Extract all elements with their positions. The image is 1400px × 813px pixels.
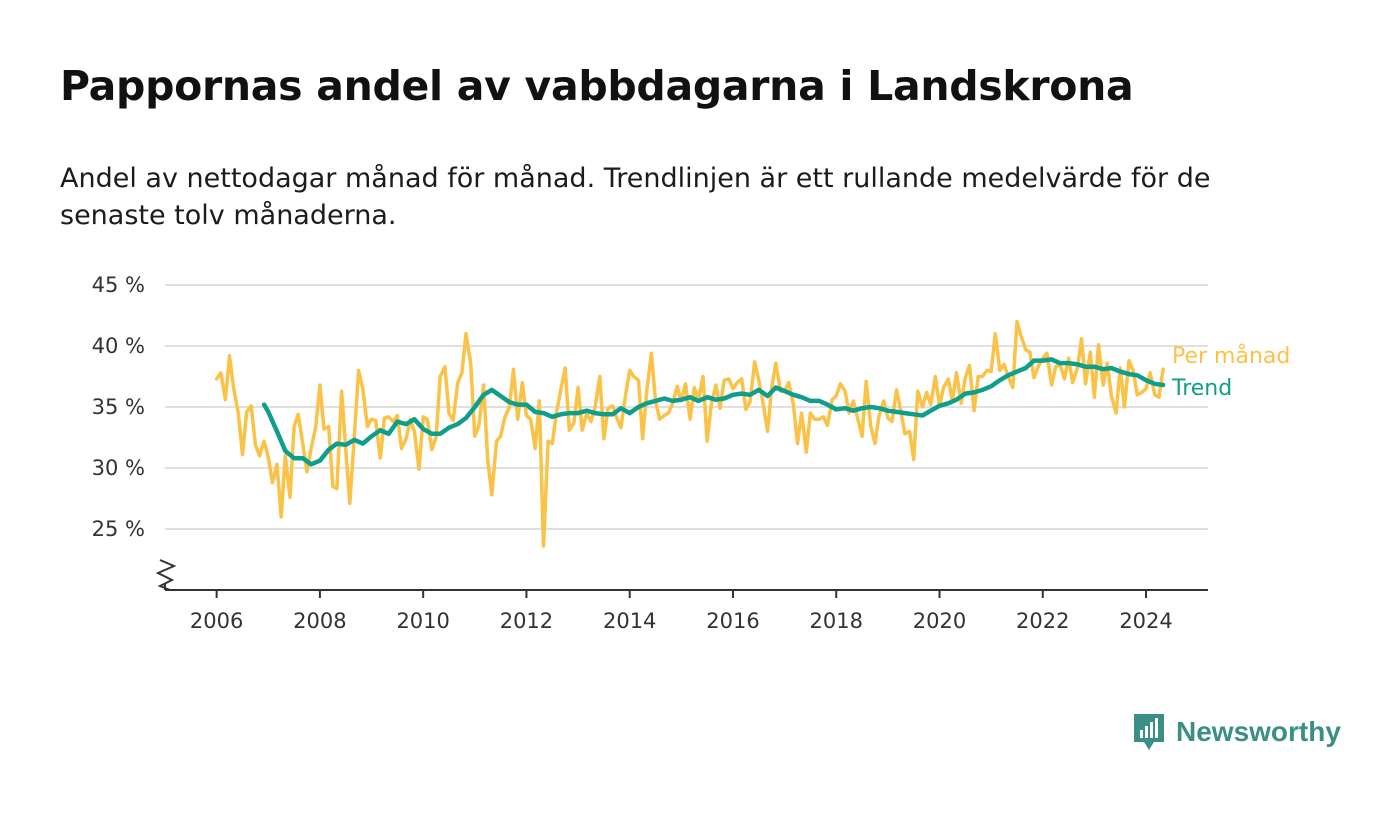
chart-title: Pappornas andel av vabbdagarna i Landskr…	[60, 62, 1134, 110]
line-chart: 25 % 30 % 35 % 40 % 45 % 2006 2008 2010 2012 201…	[92, 273, 1291, 633]
x-axis	[155, 559, 1208, 591]
x-tick-label: 2010	[396, 609, 449, 633]
series-line-trend	[261, 357, 1166, 467]
y-tick-label: 30 %	[92, 456, 145, 480]
x-tick-label: 2012	[500, 609, 553, 633]
series-label-per-manad: Per månad	[1172, 343, 1290, 369]
x-tick-label: 2024	[1119, 609, 1172, 633]
newsworthy-logo: Newsworthy	[1132, 712, 1341, 752]
x-tick-label: 2020	[913, 609, 966, 633]
chart-subtitle: Andel av nettodagar månad för månad. Tre…	[60, 163, 1211, 231]
series-lines	[214, 319, 1166, 548]
y-axis-ticks: 25 % 30 % 35 % 40 % 45 %	[92, 273, 145, 541]
x-tick-label: 2016	[706, 609, 759, 633]
series-end-labels: Per månad Trend	[1171, 343, 1290, 401]
x-tick-label: 2022	[1016, 609, 1069, 633]
x-tick-label: 2008	[293, 609, 346, 633]
newsworthy-chart-icon	[1134, 714, 1164, 750]
axis-break-icon	[155, 559, 177, 591]
y-tick-label: 35 %	[92, 395, 145, 419]
y-tick-label: 25 %	[92, 517, 145, 541]
y-tick-label: 45 %	[92, 273, 145, 297]
x-tick-label: 2014	[603, 609, 656, 633]
logo-text: Newsworthy	[1176, 716, 1341, 747]
y-tick-label: 40 %	[92, 334, 145, 358]
series-line-per-manad	[214, 319, 1165, 548]
x-tick-label: 2018	[810, 609, 863, 633]
x-axis-ticks: 2006 2008 2010 2012 2014 2016 2018 2020 2022 2024	[190, 590, 1173, 633]
x-tick-label: 2006	[190, 609, 243, 633]
series-label-trend: Trend	[1171, 376, 1232, 401]
